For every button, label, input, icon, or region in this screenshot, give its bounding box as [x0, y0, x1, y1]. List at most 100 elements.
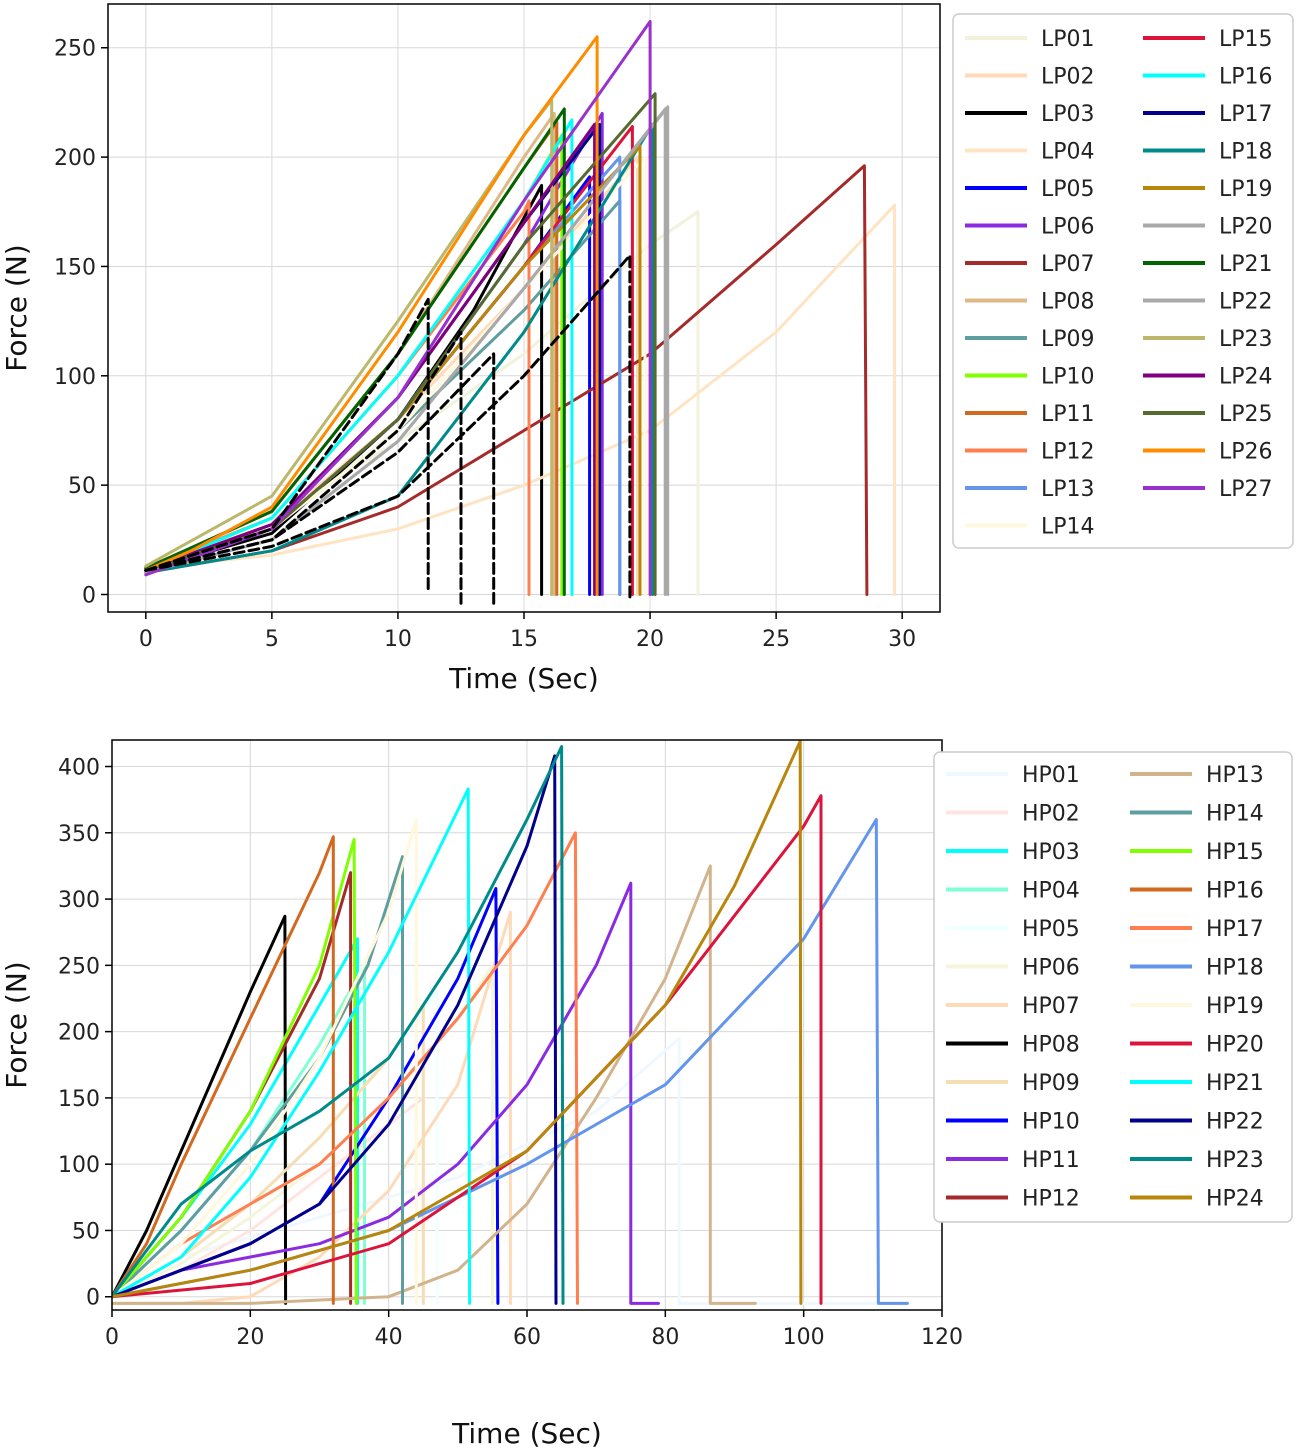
y-tick-label: 100 [58, 1153, 100, 1178]
legend-item: HP19 [1130, 994, 1264, 1019]
legend-label: LP20 [1219, 215, 1273, 240]
legend-item: HP12 [946, 1187, 1080, 1212]
legend-label: HP11 [1022, 1148, 1080, 1173]
x-tick-label: 80 [651, 1325, 679, 1350]
series-line-lp04 [144, 203, 897, 596]
x-axis-label: Time (Sec) [451, 1417, 602, 1450]
legend-item: LP24 [1143, 365, 1273, 390]
legend-item: HP09 [946, 1071, 1080, 1096]
series-line-dashed-30 [144, 254, 632, 601]
legend-label: HP09 [1022, 1071, 1080, 1096]
legend: LP01 LP02 LP03 LP04 LP05 LP06 LP07 LP08 LP09 LP10… [952, 13, 1294, 549]
legend-item: HP14 [1130, 802, 1264, 827]
legend-item: HP24 [1130, 1187, 1264, 1212]
legend-label: HP08 [1022, 1033, 1080, 1058]
legend-label: HP01 [1022, 763, 1080, 788]
legend-item: HP13 [1130, 763, 1264, 788]
series-line-lp16 [144, 118, 574, 596]
legend-item: HP06 [946, 956, 1080, 981]
legend-item: HP10 [946, 1110, 1080, 1135]
legend-label: HP10 [1022, 1110, 1080, 1135]
legend-box [952, 13, 1294, 549]
legend-label: LP01 [1041, 27, 1095, 52]
legend-item: LP08 [965, 290, 1095, 315]
legend-label: LP23 [1219, 327, 1273, 352]
x-tick-label: 30 [888, 627, 916, 652]
legend-label: HP18 [1206, 956, 1264, 981]
x-tick-label: 5 [265, 627, 279, 652]
legend-item: HP23 [1130, 1148, 1264, 1173]
y-tick-label: 0 [86, 1286, 100, 1311]
series-line-hp24 [112, 740, 803, 1305]
legend-label: LP05 [1041, 177, 1095, 202]
y-tick-label: 250 [58, 954, 100, 979]
legend-item: LP22 [1143, 290, 1273, 315]
legend-item: LP05 [965, 177, 1095, 202]
legend-item: LP23 [1143, 327, 1273, 352]
series-line-dashed-29 [144, 352, 496, 605]
x-tick-label: 25 [762, 627, 790, 652]
legend-item: HP07 [946, 994, 1080, 1019]
series-line-lp23 [144, 98, 554, 596]
legend-item: LP26 [1143, 440, 1273, 465]
legend-item: LP11 [965, 402, 1095, 427]
legend-item: HP04 [946, 879, 1080, 904]
legend-item: LP18 [1143, 140, 1273, 165]
legend-item: LP02 [965, 65, 1095, 90]
series-line-lp24 [144, 122, 597, 596]
series-line-hp23 [112, 745, 565, 1305]
legend-item: HP17 [1130, 917, 1264, 942]
series-line-lp07 [144, 164, 869, 596]
series-line-dashed-27 [144, 297, 430, 592]
legend-label: LP04 [1041, 140, 1095, 165]
y-tick-label: 400 [58, 756, 100, 781]
legend-label: LP06 [1041, 215, 1095, 240]
series-line-hp22 [112, 754, 558, 1305]
legend-item: HP16 [1130, 879, 1264, 904]
y-tick-label: 50 [68, 474, 96, 499]
legend-label: LP19 [1219, 177, 1273, 202]
legend-label: HP07 [1022, 994, 1080, 1019]
legend-item: LP25 [1143, 402, 1273, 427]
legend-label: LP10 [1041, 365, 1095, 390]
x-tick-label: 20 [636, 627, 664, 652]
legend-item: LP19 [1143, 177, 1273, 202]
series-line-hp16 [112, 835, 335, 1305]
y-tick-label: 50 [72, 1219, 100, 1244]
y-tick-label: 0 [82, 584, 96, 609]
y-tick-label: 150 [54, 255, 96, 280]
legend-item: HP02 [946, 802, 1080, 827]
legend-item: LP16 [1143, 65, 1273, 90]
legend-label: HP13 [1206, 763, 1264, 788]
legend-item: LP10 [965, 365, 1095, 390]
legend-item: HP11 [946, 1148, 1080, 1173]
series-group [112, 740, 909, 1305]
legend-item: LP17 [1143, 102, 1273, 127]
series-line-hp21 [112, 787, 472, 1305]
series-line-lp25 [144, 92, 657, 596]
legend-label: HP16 [1206, 879, 1264, 904]
x-tick-label: 100 [783, 1325, 825, 1350]
legend-label: HP12 [1022, 1187, 1080, 1212]
series-line-hp19 [112, 818, 418, 1305]
legend-item: HP22 [1130, 1110, 1264, 1135]
y-tick-label: 100 [54, 365, 96, 390]
legend-item: LP06 [965, 215, 1095, 240]
legend-label: HP20 [1206, 1033, 1264, 1058]
y-tick-label: 150 [58, 1087, 100, 1112]
legend-item: HP03 [946, 840, 1080, 865]
series-line-hp01 [112, 1036, 909, 1305]
x-tick-label: 40 [375, 1325, 403, 1350]
y-tick-label: 350 [58, 822, 100, 847]
legend-label: HP19 [1206, 994, 1264, 1019]
legend-label: LP16 [1219, 65, 1273, 90]
legend-item: HP05 [946, 917, 1080, 942]
legend-label: LP14 [1041, 515, 1095, 540]
x-tick-label: 15 [510, 627, 538, 652]
chart-2: 0 20 40 60 80 100 120 0 50 100 150 200 250 300 350 400 T… [0, 739, 1293, 1450]
legend-box [933, 751, 1293, 1223]
legend-label: LP26 [1219, 440, 1273, 465]
legend-item: LP21 [1143, 252, 1273, 277]
legend-item: HP18 [1130, 956, 1264, 981]
